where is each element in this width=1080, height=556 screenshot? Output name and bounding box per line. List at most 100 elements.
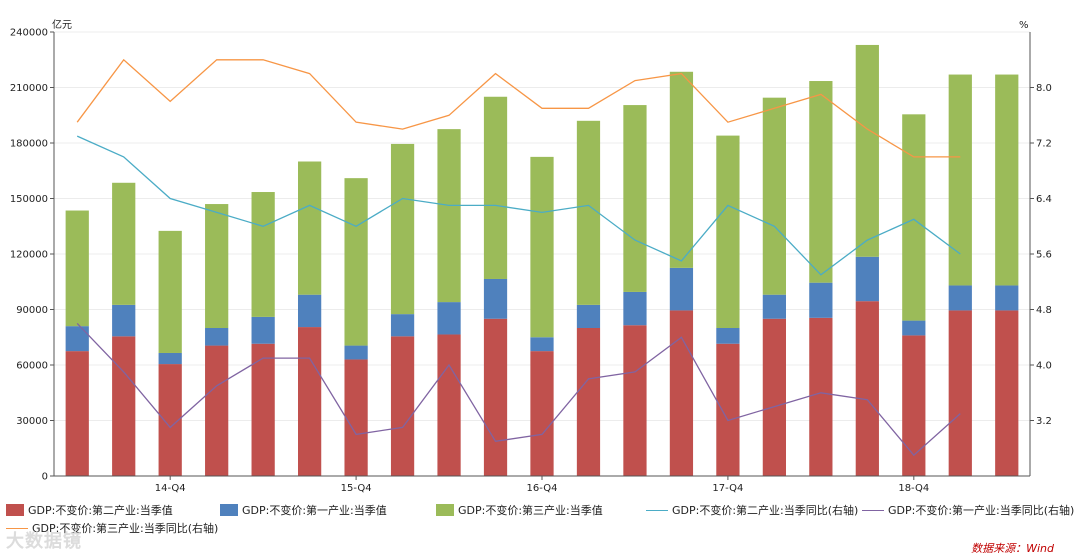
bar-tertiary [158, 230, 182, 353]
bar-secondary [390, 336, 415, 476]
bar-secondary [344, 359, 368, 476]
left-tick-label: 60000 [16, 361, 48, 372]
legend-item-secondary-yoy[interactable]: GDP:不变价:第二产业:当季同比(右轴) [646, 502, 858, 518]
chart: 0 30000 60000 90000 120000 150000 180000 210000… [10, 18, 1052, 495]
legend-label: GDP:不变价:第三产业:当季值 [458, 504, 603, 517]
legend-label: GDP:不变价:第三产业:当季同比(右轴) [32, 522, 219, 535]
bar-primary [205, 328, 229, 346]
left-tick-label: 0 [42, 472, 48, 483]
legend-swatch [862, 509, 884, 511]
bar-secondary [576, 328, 601, 476]
bar-secondary [483, 318, 508, 476]
legend-swatch [646, 509, 668, 511]
legend-swatch [6, 527, 28, 529]
bar-primary [716, 328, 740, 344]
bar-primary [437, 302, 461, 335]
bar-tertiary [623, 105, 647, 292]
bar-secondary [995, 310, 1019, 476]
bar-primary [855, 256, 879, 302]
bar-tertiary [762, 97, 786, 295]
legend-item-primary-value[interactable]: GDP:不变价:第一产业:当季值 [220, 502, 387, 518]
bar-secondary [530, 351, 554, 476]
bar-secondary [623, 325, 647, 476]
line-series-group [76, 58, 961, 457]
bar-secondary [809, 317, 833, 476]
bar-tertiary [716, 135, 740, 328]
bar-secondary [902, 335, 926, 476]
bar-tertiary [669, 71, 694, 268]
bar-tertiary [948, 74, 972, 286]
right-tick-label: 5.6 [1036, 250, 1052, 261]
bar-tertiary [65, 210, 89, 327]
bar-tertiary [251, 192, 275, 317]
bar-tertiary [390, 143, 415, 315]
bar-primary [158, 352, 182, 365]
bar-primary [809, 282, 833, 318]
bar-tertiary [809, 81, 833, 283]
right-tick-label: 8.0 [1036, 83, 1052, 94]
bar-primary [65, 326, 89, 352]
left-tick-label: 240000 [10, 28, 48, 39]
bar-secondary [112, 336, 136, 476]
bar-secondary [437, 334, 461, 476]
left-tick-label: 150000 [10, 194, 48, 205]
left-tick-label: 30000 [16, 416, 48, 427]
bar-tertiary [344, 178, 368, 346]
bar-series-group [65, 44, 1019, 476]
bar-primary [669, 267, 694, 311]
left-tick-label: 120000 [10, 250, 48, 261]
right-tick-label: 3.2 [1036, 416, 1052, 427]
bar-secondary [716, 343, 740, 476]
legend-label: GDP:不变价:第一产业:当季同比(右轴) [888, 504, 1075, 517]
bar-primary [530, 337, 554, 352]
legend-swatch [220, 504, 238, 516]
line-primary-yoy [76, 322, 961, 457]
right-tick-label: 6.4 [1036, 194, 1052, 205]
line-secondary-yoy [76, 135, 961, 276]
bar-primary [344, 345, 368, 360]
bar-primary [762, 294, 786, 319]
bar-secondary [669, 310, 694, 476]
bar-tertiary [112, 182, 136, 305]
x-tick-label: 15-Q4 [341, 483, 372, 494]
bar-secondary [948, 310, 972, 476]
x-tick-label: 17-Q4 [712, 483, 743, 494]
legend-label: GDP:不变价:第二产业:当季值 [28, 504, 173, 517]
bar-secondary [205, 345, 229, 476]
bar-secondary [251, 343, 275, 476]
bar-primary [112, 304, 136, 337]
legend-label: GDP:不变价:第二产业:当季同比(右轴) [672, 504, 859, 517]
right-axis-unit: % [1019, 20, 1029, 31]
bar-tertiary [576, 120, 601, 305]
legend-swatch [436, 504, 454, 516]
axes: 0 30000 60000 90000 120000 150000 180000 210000… [10, 28, 1052, 495]
right-tick-label: 7.2 [1036, 139, 1052, 150]
bar-secondary [65, 351, 89, 476]
bar-tertiary [437, 129, 461, 303]
legend: GDP:不变价:第二产业:当季值 GDP:不变价:第一产业:当季值 GDP:不变… [0, 500, 1080, 540]
source-note: 数据来源：Wind [971, 542, 1054, 555]
bar-tertiary [902, 114, 926, 321]
bar-primary [298, 294, 322, 328]
bar-primary [483, 278, 508, 319]
bar-tertiary [530, 156, 554, 338]
legend-item-secondary-value[interactable]: GDP:不变价:第二产业:当季值 [6, 502, 173, 518]
legend-item-tertiary-yoy[interactable]: GDP:不变价:第三产业:当季同比(右轴) [6, 520, 218, 536]
right-tick-label: 4.0 [1036, 361, 1052, 372]
bar-primary [623, 291, 647, 326]
bar-tertiary [855, 44, 879, 257]
bar-primary [902, 320, 926, 336]
left-tick-label: 90000 [16, 305, 48, 316]
legend-item-primary-yoy[interactable]: GDP:不变价:第一产业:当季同比(右轴) [862, 502, 1074, 518]
bar-secondary [298, 327, 322, 476]
legend-item-tertiary-value[interactable]: GDP:不变价:第三产业:当季值 [436, 502, 603, 518]
bar-tertiary [298, 161, 322, 295]
bar-tertiary [205, 204, 229, 328]
x-tick-label: 18-Q4 [898, 483, 929, 494]
bar-secondary [855, 301, 879, 476]
bar-tertiary [483, 96, 508, 279]
bar-primary [251, 316, 275, 344]
legend-label: GDP:不变价:第一产业:当季值 [242, 504, 387, 517]
bar-secondary [158, 364, 182, 476]
bar-primary [995, 285, 1019, 311]
